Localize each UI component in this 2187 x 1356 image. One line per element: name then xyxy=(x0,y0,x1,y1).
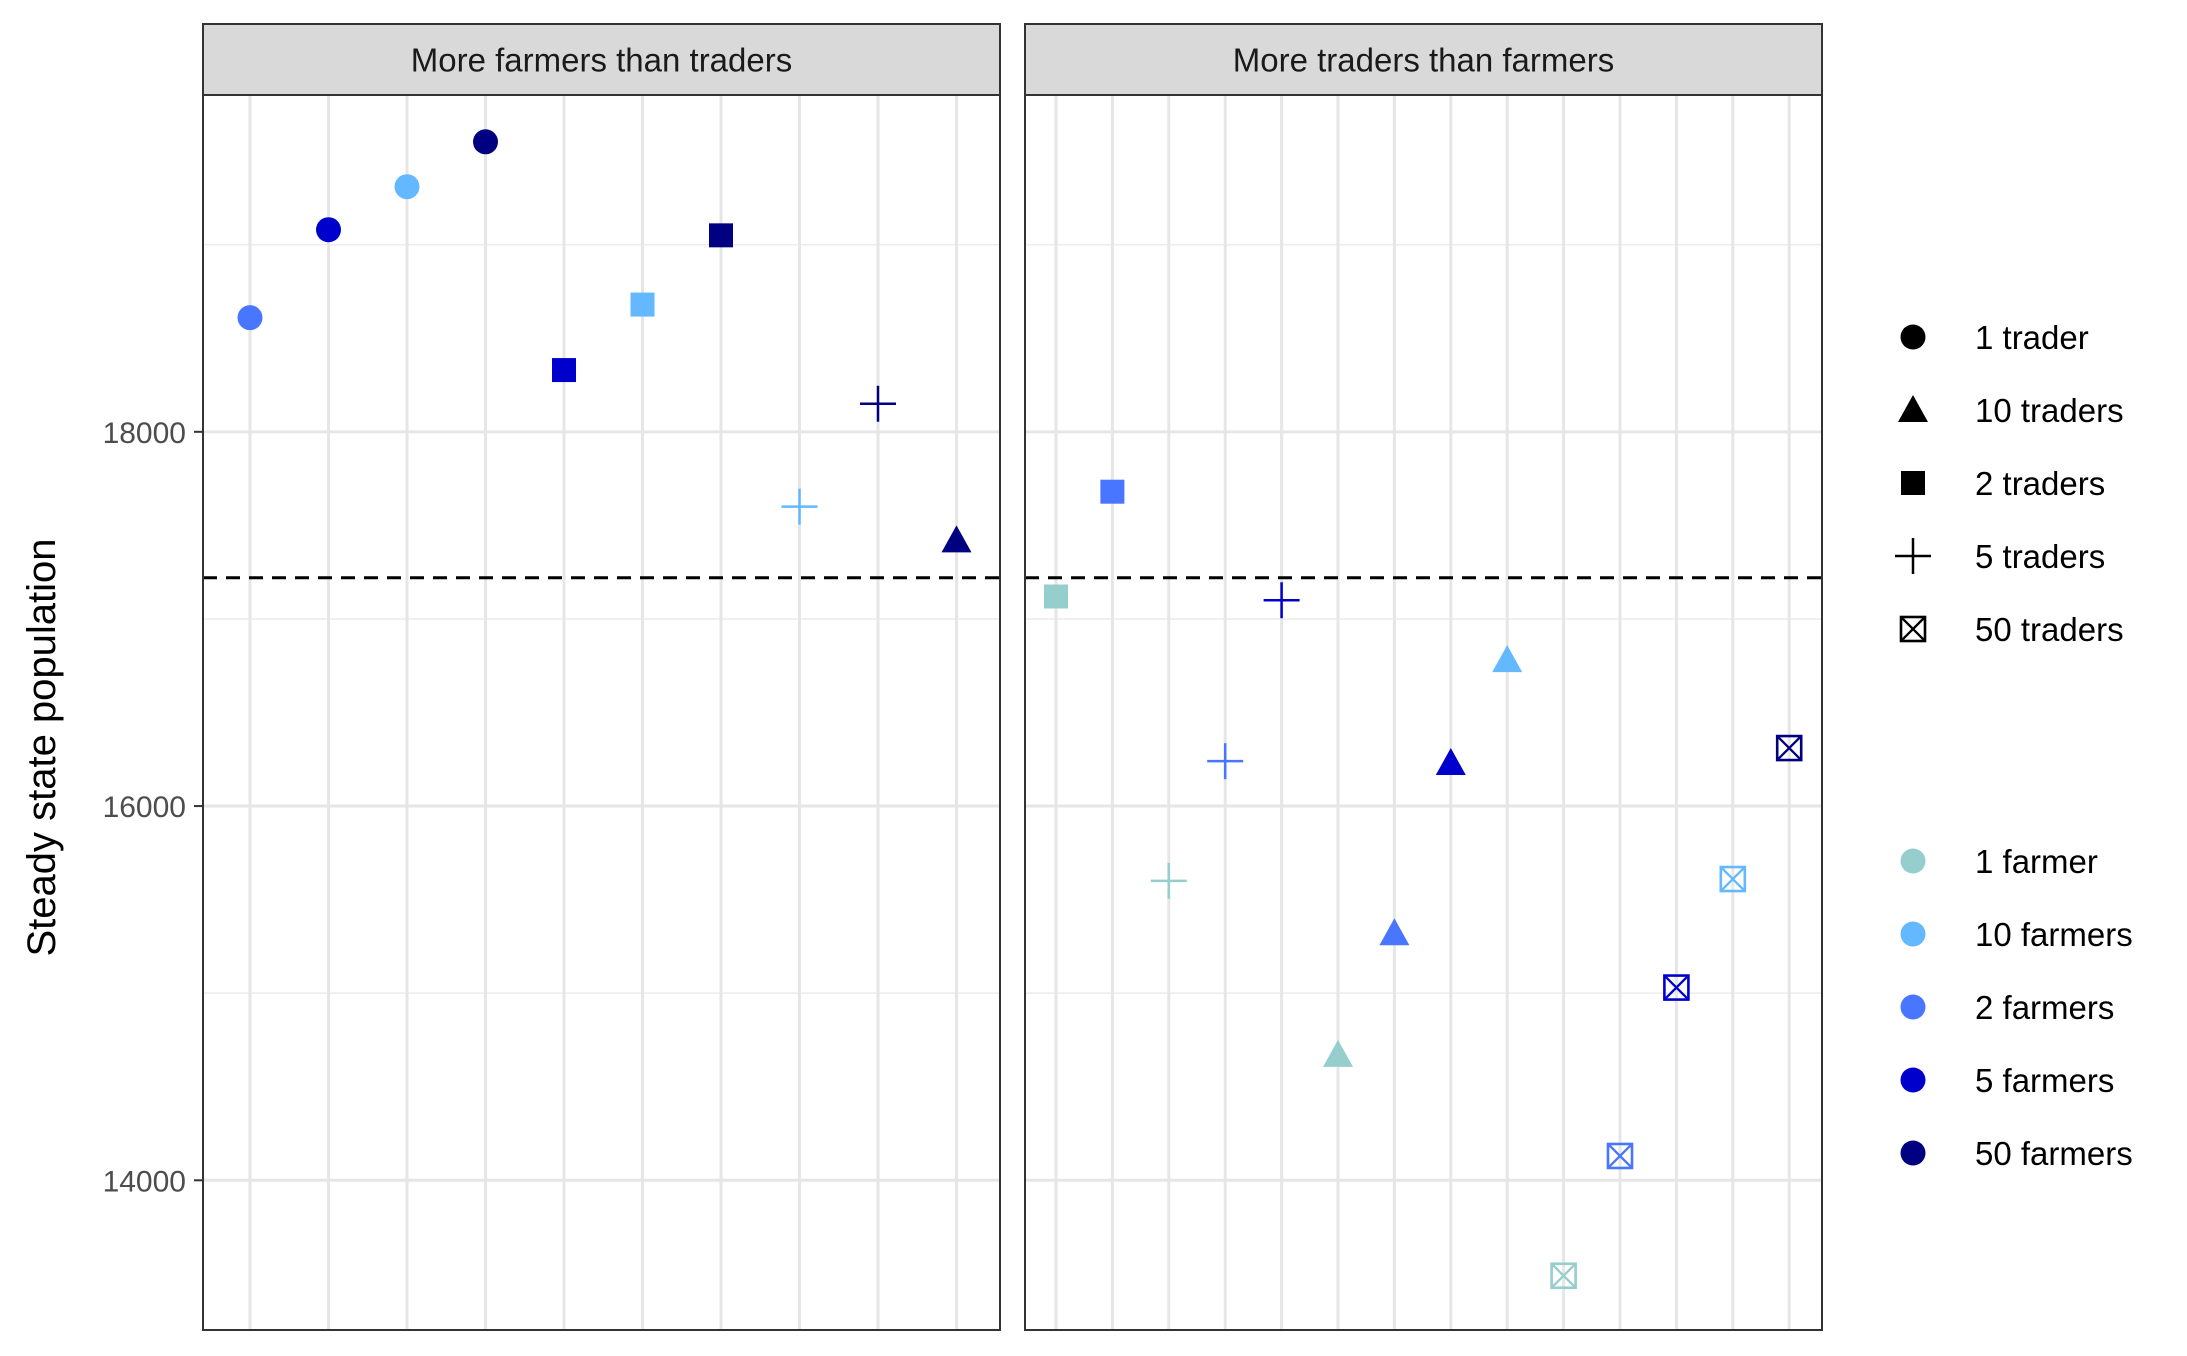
y-tick-label: 16000 xyxy=(103,791,186,824)
legend-key xyxy=(1898,395,1928,422)
data-point-square xyxy=(709,223,733,248)
legend-key xyxy=(1899,615,1927,643)
data-point-box xyxy=(1606,1142,1634,1170)
data-point xyxy=(552,358,576,383)
data-point-triangle xyxy=(1379,918,1410,946)
data-point xyxy=(630,292,655,317)
data-point-circle xyxy=(316,217,341,243)
legend-traders: 1 trader 10 traders 2 traders 5 traders 50 t… xyxy=(1895,319,2124,648)
data-point-square xyxy=(1100,479,1125,504)
data-point xyxy=(941,525,972,553)
panel-background xyxy=(1025,95,1822,1330)
y-tick-label: 18000 xyxy=(103,417,186,450)
legend-key-circle xyxy=(1900,1067,1926,1093)
panel-title: More traders than farmers xyxy=(1233,42,1614,79)
data-point-box xyxy=(1719,865,1747,893)
data-point xyxy=(1550,1262,1577,1290)
data-point xyxy=(1100,479,1125,504)
data-point-diag-2 xyxy=(1607,1143,1633,1169)
data-point xyxy=(1775,734,1803,762)
legend-label: 5 farmers xyxy=(1975,1062,2114,1099)
legend-label: 50 farmers xyxy=(1975,1135,2133,1172)
panel-strip xyxy=(202,23,1001,96)
legend-label: 2 farmers xyxy=(1975,989,2114,1026)
data-point xyxy=(1323,1039,1353,1067)
legend-key xyxy=(1900,848,1926,874)
data-point-diag-2 xyxy=(1719,866,1746,892)
panel-background xyxy=(203,95,1000,1330)
panel-title: More farmers than traders xyxy=(411,42,792,79)
data-point xyxy=(473,129,498,155)
y-axis: 14000 16000 18000 Steady state population xyxy=(20,417,203,1198)
data-point xyxy=(1663,974,1690,1001)
data-point-diag-2 xyxy=(1776,735,1803,761)
data-point xyxy=(1263,582,1300,619)
legend-key xyxy=(1900,994,1926,1020)
data-point-diag-2 xyxy=(1550,1262,1577,1289)
legend-label: 1 farmer xyxy=(1975,843,2098,880)
data-point-circle xyxy=(394,174,420,200)
data-point-square xyxy=(1044,584,1068,609)
legend-label: 50 traders xyxy=(1975,611,2124,648)
legend-key xyxy=(1895,538,1931,574)
data-point xyxy=(1207,743,1244,780)
legend-key-triangle xyxy=(1898,395,1928,422)
data-point-triangle xyxy=(1323,1039,1353,1067)
data-point-circle xyxy=(473,129,498,155)
data-point xyxy=(860,385,896,422)
data-point xyxy=(1435,748,1466,776)
legend-label: 10 farmers xyxy=(1975,916,2133,953)
data-point-box xyxy=(1775,734,1803,762)
data-point xyxy=(1719,865,1747,893)
data-point-triangle xyxy=(1435,748,1466,776)
legend-key-circle xyxy=(1900,848,1926,874)
y-tick-label: 14000 xyxy=(103,1165,186,1198)
y-axis-label: Steady state population xyxy=(20,538,64,956)
data-point xyxy=(1492,645,1523,673)
data-point xyxy=(394,174,420,200)
data-point-circle xyxy=(237,305,263,331)
data-point-box xyxy=(1663,974,1690,1001)
data-point xyxy=(781,488,818,525)
panel-1: More farmers than traders xyxy=(202,23,1001,1331)
data-point-box xyxy=(1550,1262,1577,1290)
legend-key-circle xyxy=(1900,324,1926,350)
data-point-triangle xyxy=(941,525,972,553)
data-point-triangle xyxy=(1492,645,1523,673)
legend-label: 5 traders xyxy=(1975,538,2105,575)
data-point-square xyxy=(552,358,576,383)
legend-label: 2 traders xyxy=(1975,465,2105,502)
legend-key xyxy=(1900,1067,1926,1093)
legend-key xyxy=(1901,471,1925,495)
legend-key-circle xyxy=(1900,921,1926,947)
legend-label: 10 traders xyxy=(1975,392,2124,429)
panel-2: More traders than farmers xyxy=(1024,23,1823,1331)
legend-key xyxy=(1900,1140,1926,1166)
data-point-diag-2 xyxy=(1663,974,1690,1001)
legend-key xyxy=(1900,324,1926,350)
data-point xyxy=(316,217,341,243)
data-point xyxy=(1379,918,1410,946)
panel-strip xyxy=(1024,23,1823,96)
data-point-square xyxy=(630,292,655,317)
legend-key xyxy=(1900,921,1926,947)
legend-key-box xyxy=(1899,615,1927,643)
legend-label: 1 trader xyxy=(1975,319,2089,356)
legend-farmers: 1 farmer 10 farmers 2 farmers 5 farmers 50 f… xyxy=(1900,843,2133,1172)
data-point xyxy=(1044,584,1068,609)
legend-key-circle xyxy=(1900,994,1926,1020)
legend-key-square xyxy=(1901,471,1925,495)
legend-key-diag-2 xyxy=(1900,616,1926,642)
data-point xyxy=(709,223,733,248)
data-point xyxy=(1606,1142,1634,1170)
data-point xyxy=(237,305,263,331)
data-point xyxy=(1150,862,1187,899)
legend-key-circle xyxy=(1900,1140,1926,1166)
